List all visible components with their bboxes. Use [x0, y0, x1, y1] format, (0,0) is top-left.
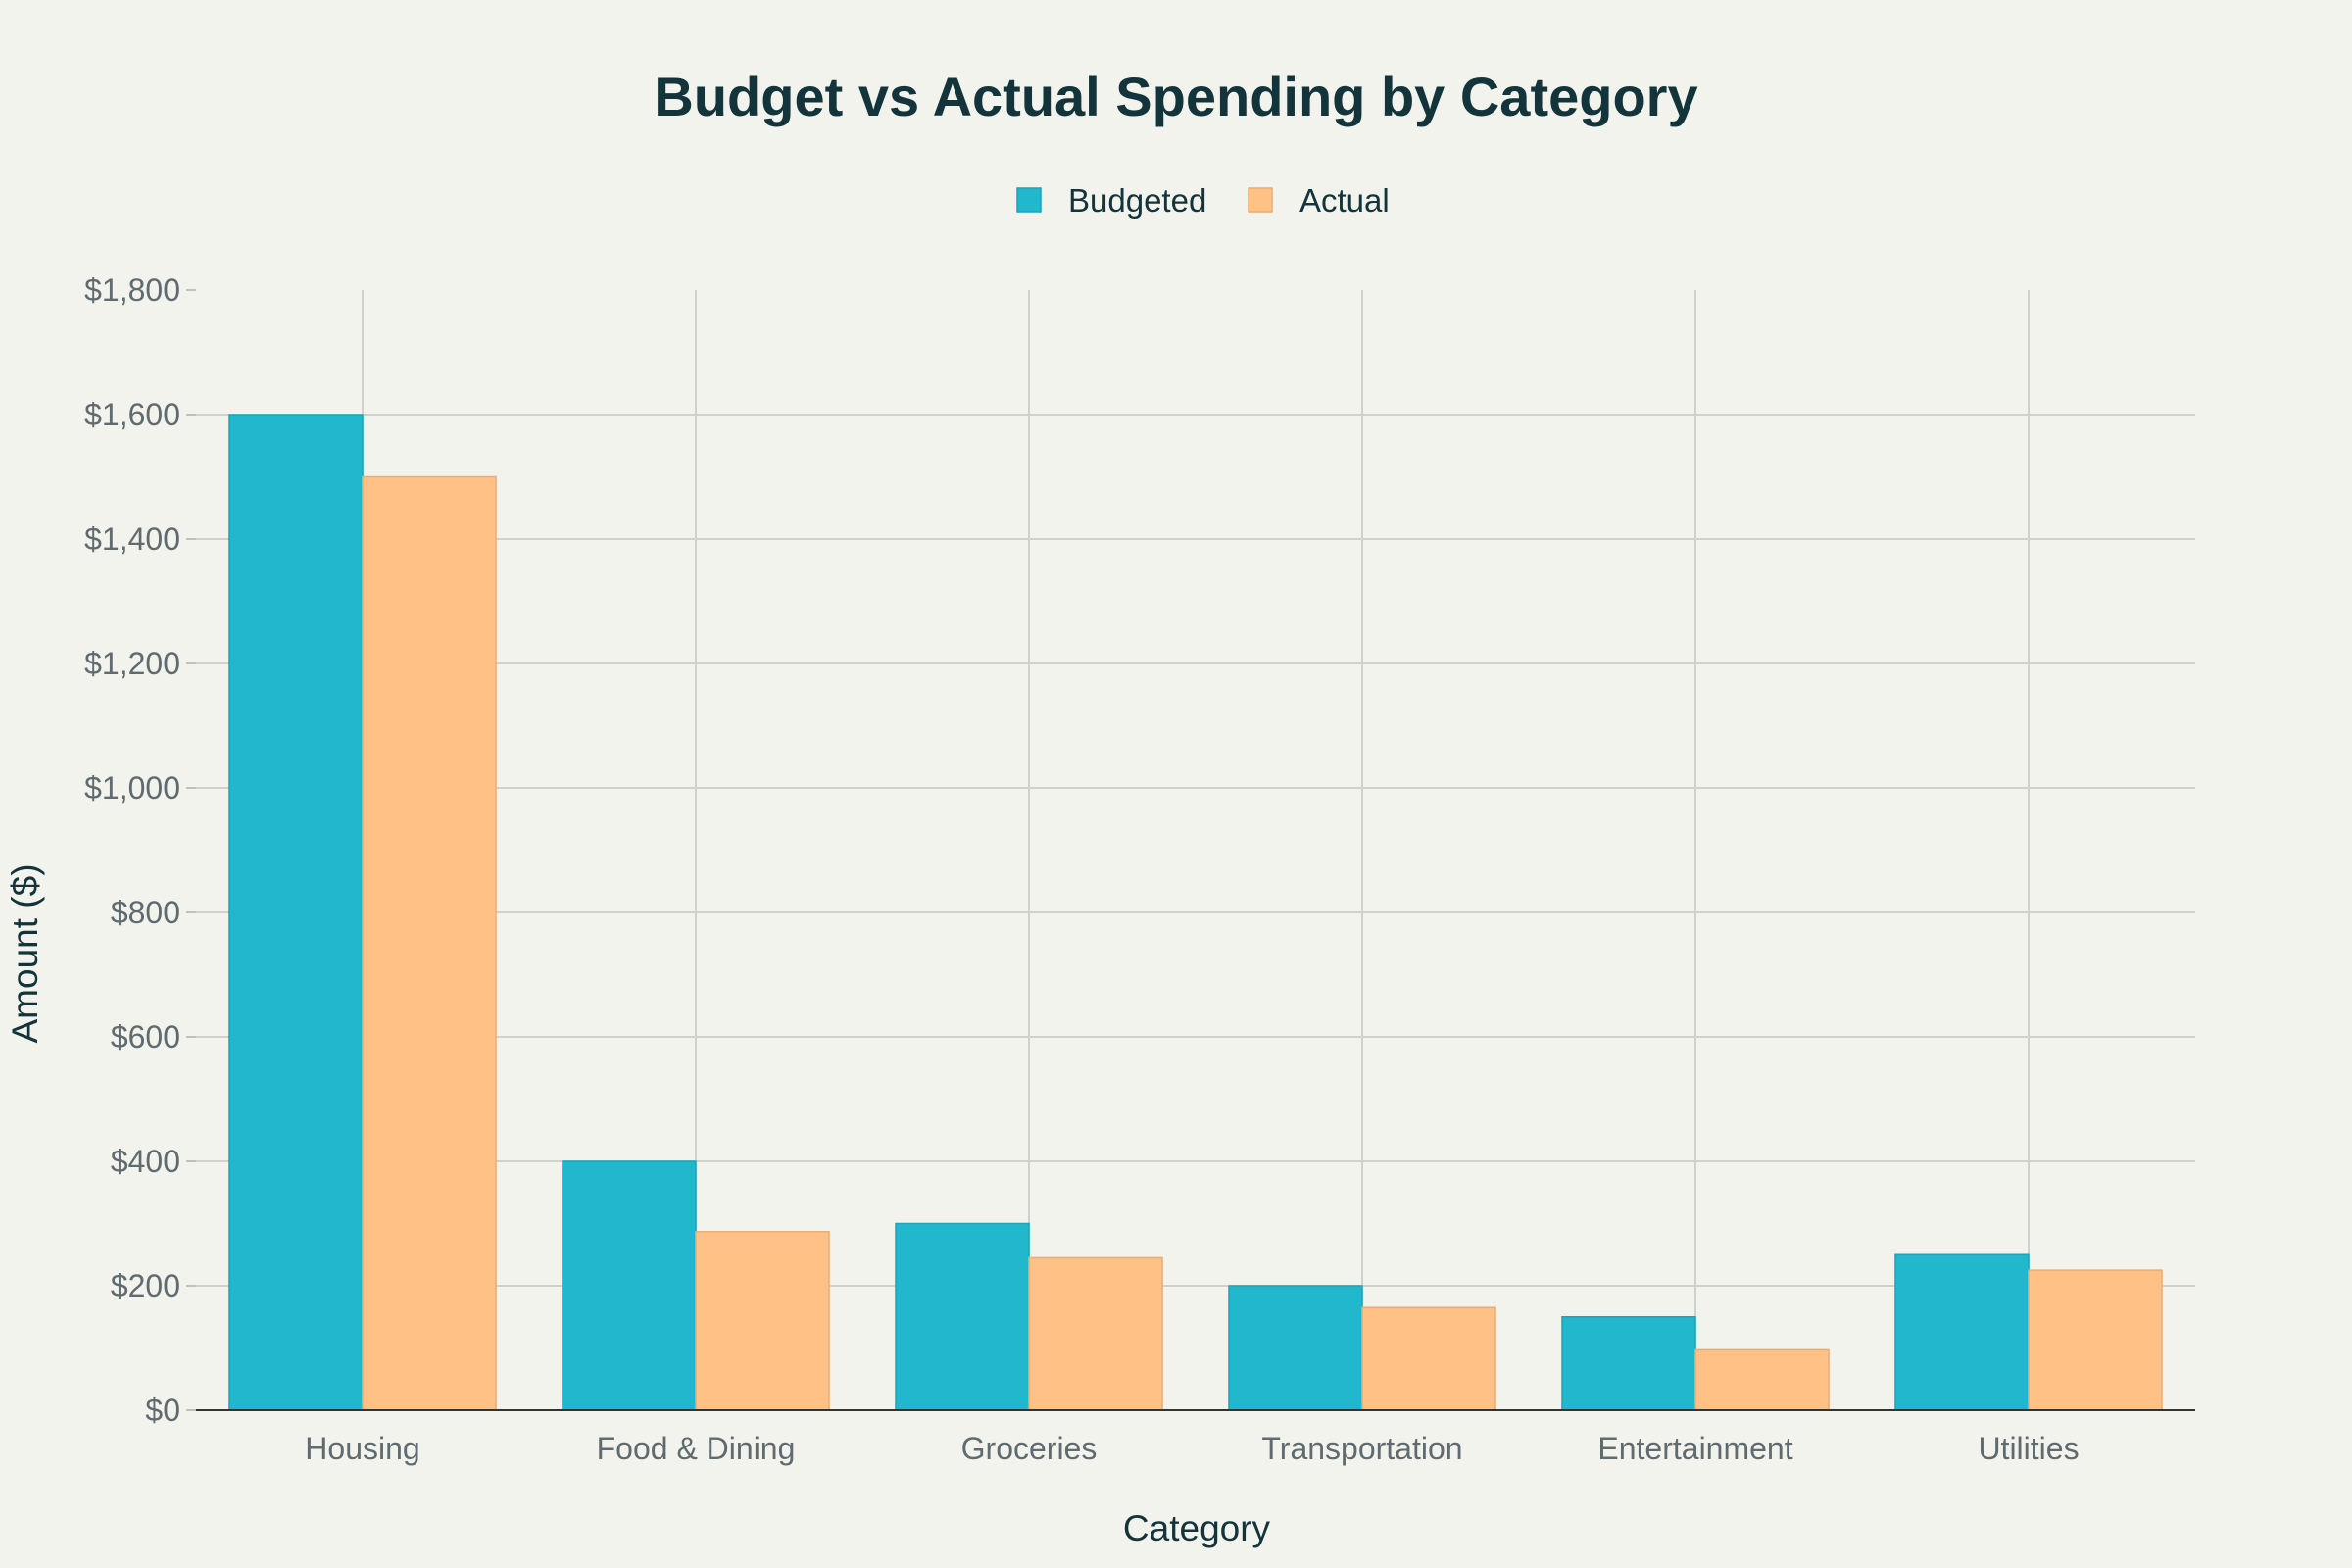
bar-actual-4[interactable] [1694, 1348, 1830, 1411]
bar-budgeted-4[interactable] [1561, 1316, 1696, 1411]
bar-actual-5[interactable] [2028, 1269, 2163, 1411]
legend-label-budgeted[interactable]: Budgeted [1068, 182, 1206, 219]
bar-actual-2[interactable] [1028, 1256, 1163, 1411]
y-tick-label: $600 [111, 1019, 180, 1054]
x-tick-label: Entertainment [1597, 1431, 1792, 1466]
y-tick-label: $0 [145, 1393, 180, 1428]
bar-budgeted-1[interactable] [562, 1160, 697, 1411]
y-tick-label: $1,600 [84, 397, 180, 432]
y-tick-label: $400 [111, 1144, 180, 1179]
bar-actual-3[interactable] [1361, 1306, 1496, 1411]
x-axis-ticks: Housing Food & Dining Groceries Transportat… [305, 1431, 2079, 1466]
legend: Budgeted Actual [1016, 182, 1390, 219]
bar-actual-0[interactable] [362, 475, 497, 1411]
bar-budgeted-2[interactable] [895, 1222, 1030, 1411]
y-tick-label: $800 [111, 895, 180, 930]
bars [228, 414, 2163, 1411]
y-tick-label: $200 [111, 1268, 180, 1303]
bar-actual-1[interactable] [695, 1231, 830, 1411]
y-tick-label: $1,800 [84, 272, 180, 308]
y-tick-label: $1,200 [84, 646, 180, 681]
bar-budgeted-5[interactable] [1894, 1253, 2030, 1411]
x-tick-label: Housing [305, 1431, 419, 1466]
bar-budgeted-0[interactable] [228, 414, 364, 1411]
horizontal-gridlines [196, 414, 2195, 1287]
x-axis-title: Category [1123, 1508, 1271, 1548]
y-axis-title: Amount ($) [5, 863, 45, 1043]
y-tick-label: $1,400 [84, 521, 180, 557]
x-tick-label: Utilities [1978, 1431, 2079, 1466]
y-tick-label: $1,000 [84, 770, 180, 806]
legend-label-actual[interactable]: Actual [1299, 182, 1390, 219]
chart-title: Budget vs Actual Spending by Category [654, 66, 1697, 127]
x-tick-label: Food & Dining [597, 1431, 796, 1466]
x-tick-label: Groceries [961, 1431, 1098, 1466]
legend-swatch-budgeted [1016, 187, 1042, 213]
bar-budgeted-3[interactable] [1228, 1285, 1363, 1411]
y-axis-ticks: $0 $200 $400 $600 $800 $1,000 $1,200 $1,400 $1,6… [84, 272, 196, 1428]
x-tick-label: Transportation [1261, 1431, 1462, 1466]
legend-swatch-actual [1248, 187, 1273, 213]
